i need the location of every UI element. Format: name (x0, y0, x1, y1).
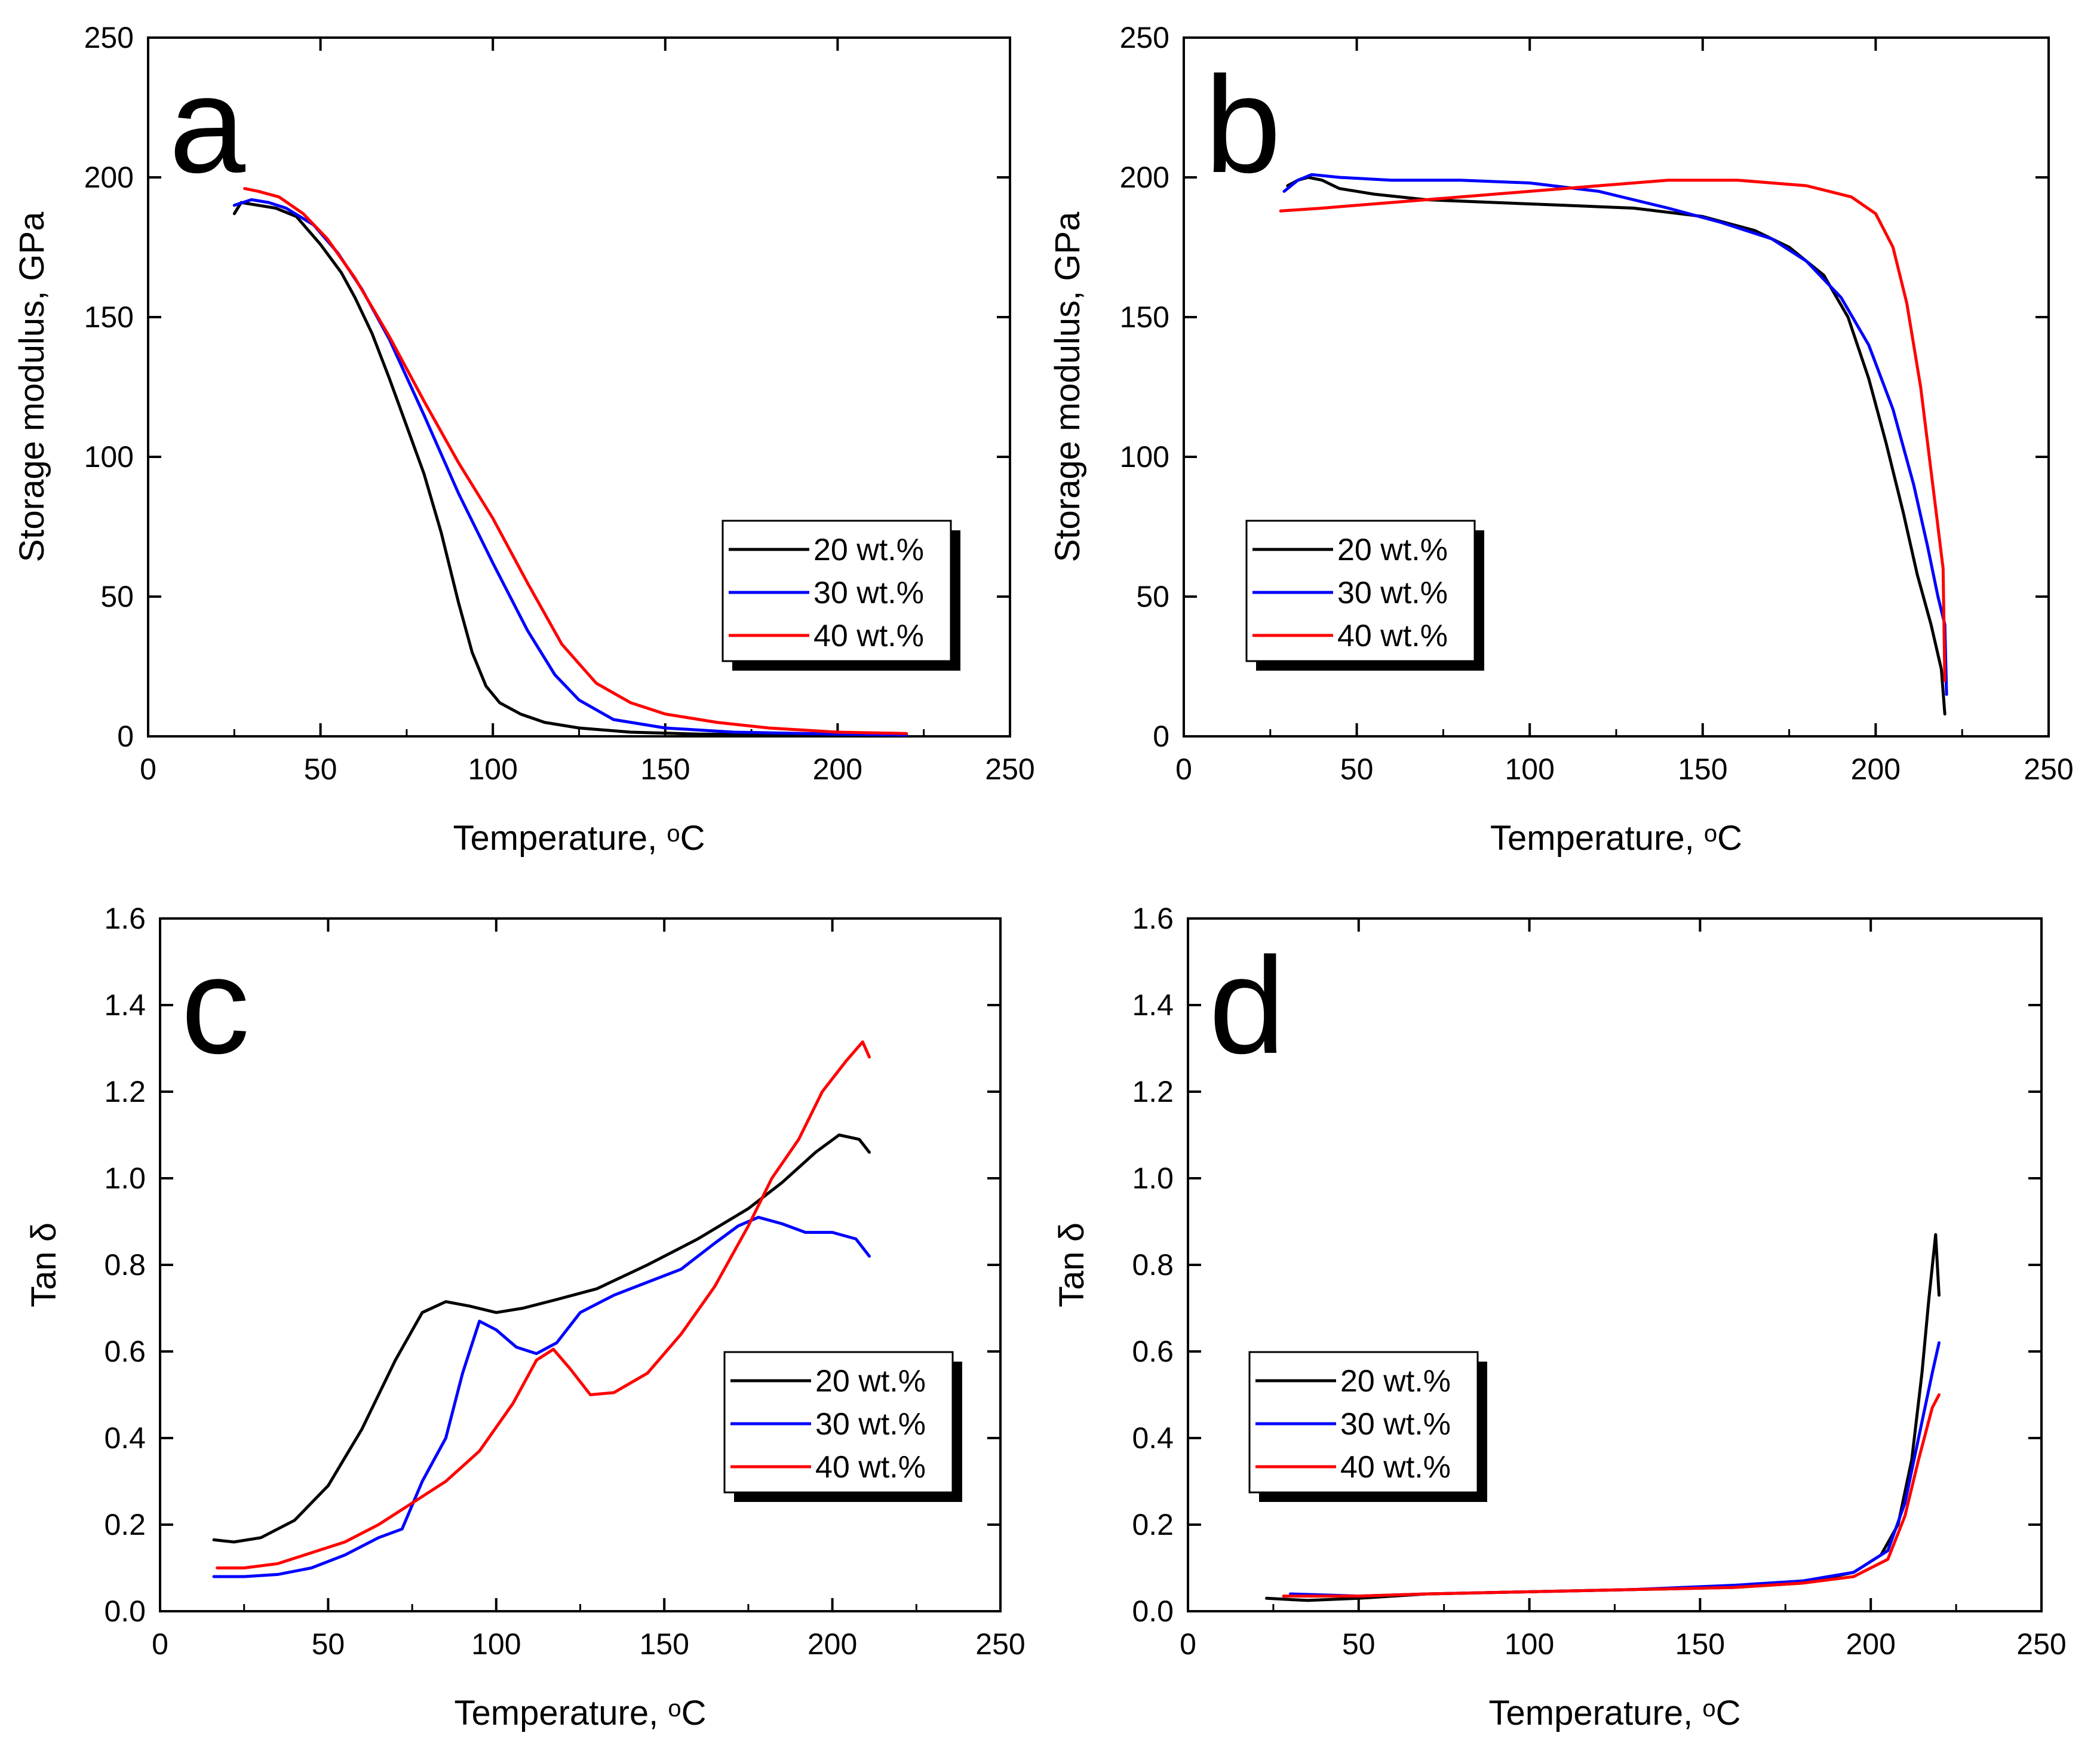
y-tick-label: 250 (1120, 21, 1169, 54)
series-line-40wt (243, 187, 908, 735)
legend: 20 wt.% 30 wt.% 40 wt.% (1248, 1351, 1487, 1502)
y-axis-title: Tan δ (1052, 1222, 1091, 1307)
x-tick-label: 0 (1175, 752, 1192, 786)
y-tick-label: 100 (1120, 440, 1169, 474)
y-tick-label: 0 (1153, 720, 1169, 753)
series-line-30wt (232, 198, 908, 737)
x-tick-label: 50 (1340, 752, 1374, 786)
legend-label: 40 wt.% (813, 619, 924, 653)
y-tick-label: 0 (117, 720, 134, 753)
y-tick-label: 1.6 (1132, 902, 1174, 935)
x-tick-label: 250 (985, 752, 1034, 786)
x-tick-label: 250 (975, 1627, 1025, 1661)
legend-label: 40 wt.% (1340, 1450, 1451, 1485)
x-tick-label: 0 (1180, 1627, 1196, 1661)
y-tick-label: 0.4 (1132, 1421, 1174, 1455)
x-tick-label: 200 (813, 752, 862, 786)
y-tick-label: 1.0 (104, 1162, 146, 1195)
legend-label: 20 wt.% (813, 533, 924, 567)
x-tick-label: 100 (1505, 752, 1554, 786)
x-tick-label: 200 (808, 1627, 857, 1661)
y-tick-label: 200 (1120, 161, 1169, 194)
series-line-40wt (1279, 179, 1947, 682)
panel-c: 0 50 100 150 200 250 0.0 0.2 0.4 0.6 0.8 1.0 1.2 1.4 1… (24, 902, 1026, 1732)
x-tick-label: 50 (304, 752, 337, 786)
legend-label: 20 wt.% (815, 1364, 926, 1399)
y-tick-label: 250 (84, 21, 134, 54)
panel-label: a (169, 48, 245, 201)
plot-frame (159, 917, 1002, 1612)
y-axis-title: Tan δ (24, 1222, 63, 1307)
x-tick-label: 200 (1851, 752, 1901, 786)
x-tick-label: 150 (1675, 1627, 1725, 1661)
y-tick-label: 0.0 (1132, 1595, 1174, 1628)
legend: 20 wt.% 30 wt.% 40 wt.% (722, 520, 960, 671)
y-tick-label: 1.0 (1132, 1162, 1174, 1195)
y-tick-label: 100 (84, 440, 134, 474)
x-tick-label: 150 (639, 1627, 689, 1661)
x-tick-label: 100 (1505, 1627, 1554, 1661)
y-tick-label: 1.2 (1132, 1075, 1174, 1108)
x-axis-title: Temperature, oC (455, 1694, 707, 1732)
panel-label: d (1209, 929, 1285, 1082)
y-tick-label: 0.6 (104, 1335, 146, 1368)
x-axis-title: Temperature, oC (453, 819, 705, 858)
plot-frame (1187, 917, 2043, 1612)
panel-label: b (1205, 48, 1281, 201)
legend-label: 30 wt.% (815, 1407, 926, 1442)
y-tick-label: 0.8 (1132, 1248, 1174, 1282)
y-tick-label: 1.2 (104, 1075, 146, 1108)
x-tick-label: 250 (2016, 1627, 2066, 1661)
y-tick-label: 0.6 (1132, 1335, 1174, 1368)
series-line-20wt (232, 201, 908, 738)
x-tick-label: 0 (140, 752, 156, 786)
y-tick-label: 1.4 (1132, 988, 1174, 1022)
series-line-30wt (1282, 173, 1948, 696)
series-line-40wt (216, 1040, 871, 1569)
series-line-20wt (212, 1133, 871, 1544)
legend-label: 40 wt.% (1337, 619, 1448, 653)
x-tick-label: 250 (2024, 752, 2073, 786)
legend-label: 20 wt.% (1340, 1364, 1451, 1399)
legend-box (723, 1351, 954, 1494)
y-tick-label: 150 (1120, 300, 1169, 334)
y-tick-label: 150 (84, 300, 134, 334)
x-tick-label: 50 (312, 1627, 345, 1661)
y-axis-title: Storage modulus, GPa (1048, 211, 1087, 563)
y-tick-label: 0.4 (104, 1421, 146, 1455)
y-tick-label: 200 (84, 161, 134, 194)
x-axis-title: Temperature, oC (1490, 819, 1742, 858)
legend-label: 30 wt.% (813, 576, 924, 610)
panel-a: 0 50 100 150 200 250 0 50 100 150 200 250 Temperatur… (13, 21, 1035, 858)
panel-label: c (181, 929, 250, 1082)
x-tick-label: 50 (1342, 1627, 1376, 1661)
y-tick-label: 50 (1136, 580, 1169, 613)
series-line-30wt (212, 1215, 871, 1578)
x-axis-title: Temperature, oC (1489, 1694, 1741, 1732)
panel-d: 0 50 100 150 200 250 0.0 0.2 0.4 0.6 0.8 1.0 1.2 1.4 1… (1052, 902, 2067, 1732)
panel-b: 0 50 100 150 200 250 0 50 100 150 200 250 Temperatur… (1048, 21, 2074, 858)
x-tick-label: 0 (152, 1627, 168, 1661)
y-tick-label: 0.0 (104, 1595, 146, 1628)
x-tick-label: 100 (468, 752, 517, 786)
x-tick-label: 150 (1678, 752, 1727, 786)
legend-label: 30 wt.% (1340, 1407, 1451, 1442)
y-tick-label: 0.8 (104, 1248, 146, 1282)
x-tick-label: 200 (1846, 1627, 1895, 1661)
legend-label: 40 wt.% (815, 1450, 926, 1485)
y-tick-label: 1.4 (104, 988, 146, 1022)
y-tick-label: 0.2 (104, 1508, 146, 1541)
x-tick-label: 100 (471, 1627, 521, 1661)
y-tick-label: 0.2 (1132, 1508, 1174, 1541)
legend-label: 30 wt.% (1337, 576, 1448, 610)
y-tick-label: 1.6 (104, 902, 146, 935)
legend-label: 20 wt.% (1337, 533, 1448, 567)
legend: 20 wt.% 30 wt.% 40 wt.% (1245, 520, 1484, 671)
series-line-40wt (1282, 1393, 1941, 1598)
legend: 20 wt.% 30 wt.% 40 wt.% (723, 1351, 962, 1502)
x-tick-label: 150 (640, 752, 690, 786)
y-axis-title: Storage modulus, GPa (13, 211, 51, 563)
y-tick-label: 50 (100, 580, 134, 613)
